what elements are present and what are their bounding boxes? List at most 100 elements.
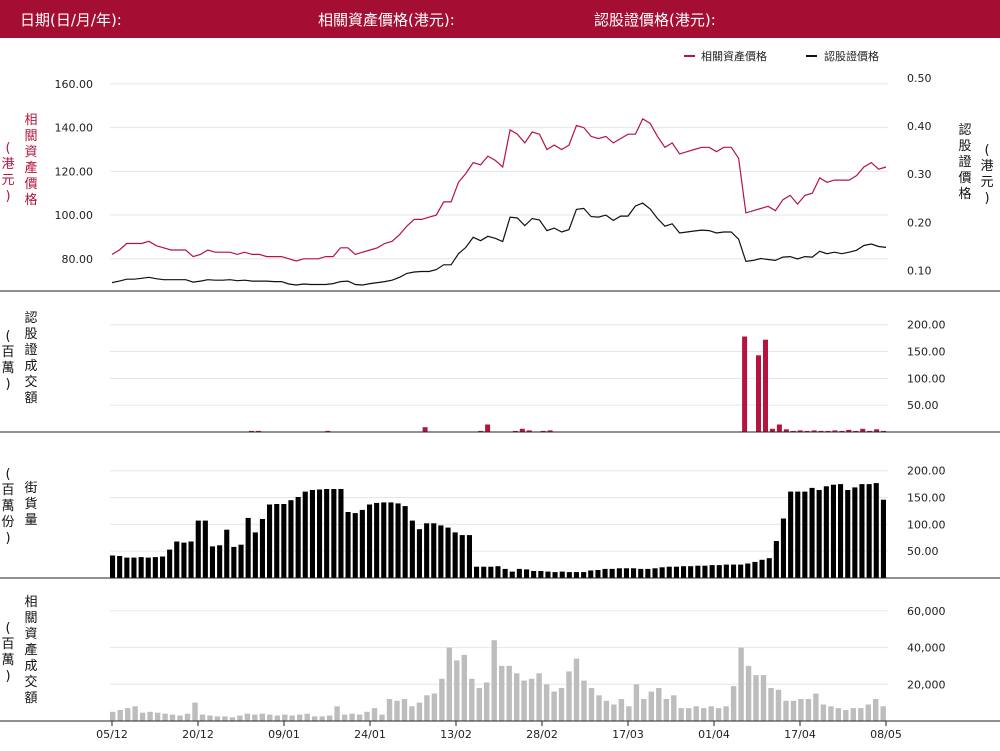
p3-bar: [349, 713, 355, 721]
p3-bar: [386, 699, 393, 721]
p1-bar: [783, 429, 789, 432]
p2-bar: [723, 564, 729, 578]
p2-bar: [702, 565, 708, 578]
p2-bar: [830, 484, 836, 578]
p3-bar: [289, 715, 295, 721]
p1-bar: [853, 430, 859, 432]
x-tick-label: 17/03: [612, 728, 644, 741]
p2-bar: [502, 568, 508, 578]
p2-bar: [488, 566, 494, 578]
p2-bar: [459, 535, 465, 578]
p1-bar: [776, 424, 782, 432]
p2-bar: [823, 486, 829, 578]
p3-y-tick-label: 60,000: [907, 605, 946, 618]
p2-bar: [738, 564, 744, 578]
p3-bar: [154, 712, 161, 721]
p3-y-tick-label: 20,000: [907, 678, 946, 691]
p2-bar: [623, 568, 629, 578]
p3-bar: [873, 699, 879, 721]
p2-bar: [873, 483, 879, 578]
p2-bar: [481, 566, 487, 578]
p2-bar: [688, 566, 694, 578]
p2-bar: [231, 546, 237, 578]
p1-bar: [797, 430, 803, 432]
p2-bar: [709, 565, 715, 578]
p3-bar: [828, 706, 834, 721]
x-tick-label: 17/04: [784, 728, 816, 741]
p3-bar: [132, 706, 138, 721]
p3-bar: [304, 713, 310, 721]
p3-bar: [723, 706, 729, 721]
p3-bar: [439, 678, 445, 721]
p3-bar: [461, 654, 467, 721]
p1-bar: [832, 430, 838, 432]
p3-bar: [566, 671, 572, 721]
p3-bar: [484, 682, 490, 721]
p2-bar: [195, 520, 201, 578]
p2-bar: [145, 557, 151, 578]
p3-bar: [237, 715, 243, 721]
p3-bar: [843, 710, 849, 721]
p1-bar: [769, 428, 775, 432]
p3-bar: [543, 684, 550, 721]
p2-bar: [174, 541, 180, 578]
p3-bar: [454, 660, 460, 721]
p3-bar: [267, 714, 273, 721]
legend: 相關資產價格 認股證價格: [684, 49, 879, 63]
p1-bar: [742, 336, 748, 432]
p2-bar: [816, 490, 822, 578]
p2-bar: [367, 504, 373, 578]
p2-bar: [324, 489, 330, 578]
p2-bar: [531, 571, 537, 578]
x-tick-label: 28/02: [526, 728, 558, 741]
p1-y-tick-label: 50.00: [907, 399, 939, 412]
p2-bar: [338, 489, 344, 578]
p3-bar: [274, 715, 280, 721]
p3-bar: [394, 700, 400, 721]
p3-bar: [708, 706, 714, 721]
p3-bar: [521, 680, 527, 721]
p3-bar: [297, 714, 303, 721]
underlying-turnover-panel: 60,000 40,000 20,000 相關資產成交額 (百萬): [0, 595, 1000, 722]
x-tick-label: 24/01: [354, 728, 386, 741]
p2-bar: [117, 556, 123, 578]
p3-bar: [745, 665, 752, 721]
underlying-price-label: 相關資產價格(港元):: [318, 11, 455, 29]
p3-bar: [551, 691, 557, 721]
p2-bar: [345, 512, 351, 578]
p3-bar: [753, 675, 759, 721]
p2-bar: [466, 535, 472, 578]
p2-bar: [445, 527, 451, 578]
p2-bar: [267, 504, 273, 578]
warrant-turnover-panel: 200.00 150.00 100.00 50.00 認股證成交額 (百萬): [0, 310, 1000, 433]
p2-bar: [509, 571, 515, 578]
p2-bar: [845, 490, 851, 578]
p2-bar: [152, 557, 158, 578]
price-left-tick-label: 160.00: [55, 78, 94, 91]
p1-y-tick-label: 100.00: [907, 372, 946, 385]
p3-bar: [656, 688, 662, 721]
p2-bar: [252, 532, 258, 578]
p3-bar: [356, 714, 363, 721]
p3-bar: [618, 699, 625, 721]
price-right-tick-label: 0.30: [907, 168, 932, 181]
p2-axis-unit: (百萬份): [1, 467, 14, 546]
p2-bar: [110, 555, 116, 578]
p3-bar: [835, 708, 841, 721]
p3-bar: [588, 688, 595, 721]
p2-bar: [852, 487, 858, 578]
p2-bar: [766, 558, 772, 578]
p2-bar: [474, 566, 480, 578]
p2-bar: [631, 568, 637, 578]
p2-bar: [581, 572, 587, 578]
p2-bar: [181, 542, 187, 578]
p3-bar: [177, 715, 183, 721]
warrant-price-line: [111, 202, 887, 286]
p2-bar: [759, 559, 765, 578]
p3-bar: [371, 708, 378, 721]
p2-bar: [416, 529, 422, 578]
p1-y-tick-label: 200.00: [907, 319, 946, 332]
p1-bar: [763, 339, 768, 432]
p3-bar: [730, 686, 737, 721]
p2-bar: [673, 566, 679, 578]
